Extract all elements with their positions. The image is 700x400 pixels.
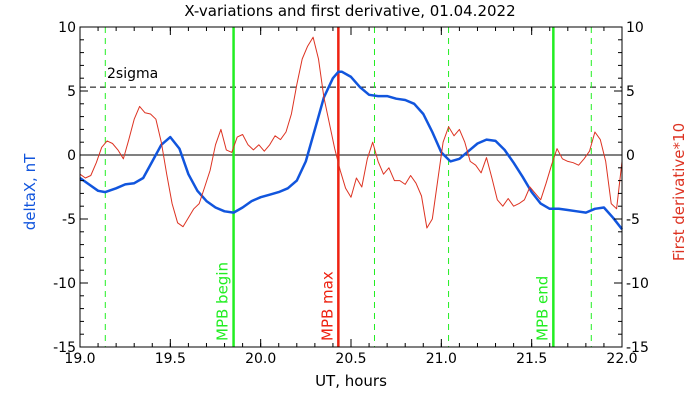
marker-labels: MPB begin MPB max MPB end	[214, 262, 552, 341]
x-tick-label: 19.0	[64, 351, 95, 367]
x-axis-label: UT, hours	[315, 372, 387, 390]
y-tick-label-right: -10	[626, 276, 649, 292]
series-lines	[79, 36, 623, 230]
y-tick-label-right: -15	[626, 340, 649, 356]
vertical-marker-label: MPB begin	[214, 262, 232, 341]
x-tick-label: 22.0	[606, 351, 637, 367]
y-tick-label-right: -5	[626, 212, 640, 228]
y-tick-label-left: -10	[53, 276, 76, 292]
y-tick-label-left: 10	[58, 20, 76, 36]
x-tick-label: 20.0	[245, 351, 276, 367]
y-tick-label-left: -15	[53, 340, 76, 356]
y-tick-label-right: 10	[626, 20, 644, 36]
x-tick-label: 20.5	[335, 351, 366, 367]
y-tick-label-left: 5	[67, 84, 76, 100]
chart-title: X-variations and first derivative, 01.04…	[184, 2, 515, 20]
y-tick-label-left: -5	[62, 212, 76, 228]
marker-lines	[104, 27, 592, 347]
axis-tick-labels: 19.0 19.5 20.0 20.5 21.0 21.5 22.0 10 10 5 5 0 0 -5 -5…	[53, 20, 649, 367]
sigma-label: 2sigma	[107, 66, 158, 82]
derivative-series-line	[79, 36, 623, 229]
y-tick-label-left: 0	[67, 148, 76, 164]
y-tick-label-right: 0	[626, 148, 635, 164]
y-axis-label-right: First derivative*10	[670, 123, 688, 261]
y-tick-label-right: 5	[626, 84, 635, 100]
axis-ticks	[79, 26, 623, 348]
vertical-marker-label: MPB end	[533, 276, 551, 341]
vertical-marker-label: MPB max	[318, 271, 336, 341]
x-tick-label: 21.0	[426, 351, 457, 367]
x-tick-label: 19.5	[155, 351, 186, 367]
x-tick-label: 21.5	[516, 351, 547, 367]
grid-lines	[80, 86, 622, 156]
deltax-series-line	[79, 70, 623, 230]
y-axis-label-left: deltaX, nT	[21, 153, 39, 230]
